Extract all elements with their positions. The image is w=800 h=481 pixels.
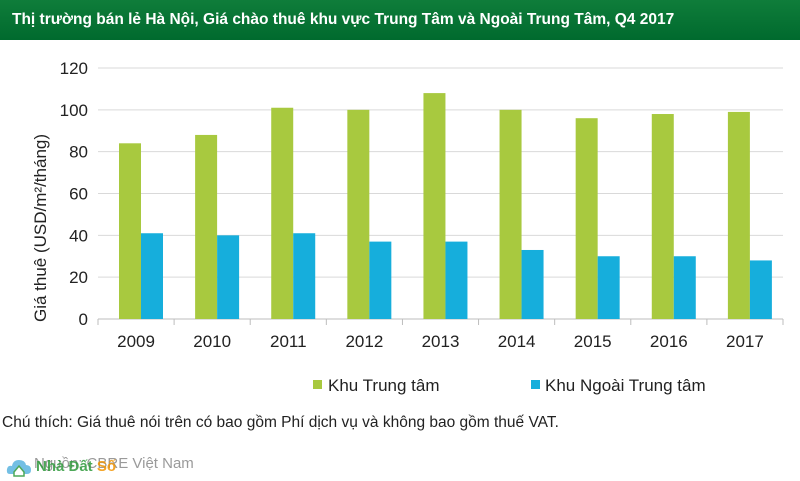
bar-khu-ngoai-trung-tam-2012 [369, 241, 392, 319]
x-tick-2015: 2015 [574, 332, 612, 351]
x-tick-2013: 2013 [422, 332, 460, 351]
y-tick-20: 20 [69, 268, 88, 287]
bar-khu-ngoai-trung-tam-2010 [217, 235, 240, 319]
bar-khu-trung-tam-2012 [347, 109, 370, 319]
bar-khu-trung-tam-2016 [651, 114, 674, 320]
watermark-logo: Nhà Đất Số [6, 452, 116, 480]
bar-khu-trung-tam-2009 [119, 143, 141, 319]
watermark-brand: Nhà Đất Số [36, 457, 117, 475]
bar-khu-trung-tam-2014 [499, 109, 522, 319]
bar-khu-trung-tam-2017 [727, 111, 750, 319]
bar-khu-ngoai-trung-tam-2017 [749, 260, 772, 319]
y-tick-60: 60 [69, 185, 88, 204]
bars [119, 93, 772, 320]
legend-label-khu-trung-tam: Khu Trung tâm [328, 376, 440, 395]
x-tick-2012: 2012 [345, 332, 383, 351]
bar-khu-trung-tam-2015 [575, 118, 598, 319]
house-cloud-icon [6, 460, 32, 477]
y-tick-0: 0 [79, 310, 88, 329]
y-tick-100: 100 [60, 101, 88, 120]
x-tick-2014: 2014 [498, 332, 536, 351]
x-tick-2010: 2010 [193, 332, 231, 351]
bar-khu-trung-tam-2011 [271, 107, 294, 319]
x-tick-2016: 2016 [650, 332, 688, 351]
bar-khu-ngoai-trung-tam-2016 [673, 256, 696, 319]
bar-khu-ngoai-trung-tam-2014 [521, 249, 544, 319]
legend-label-khu-ngoai-trung-tam: Khu Ngoài Trung tâm [545, 376, 706, 395]
y-tick-80: 80 [69, 143, 88, 162]
legend-swatch-khu-trung-tam [313, 380, 322, 389]
chart-title: Thị trường bán lẻ Hà Nội, Giá chào thuê … [0, 0, 800, 40]
y-tick-120: 120 [60, 59, 88, 78]
x-tick-2017: 2017 [726, 332, 764, 351]
bar-chart: 0 20 40 60 80 100 120 2009 2010 2011 2012 2013 2014… [31, 59, 784, 395]
y-tick-labels: 0 20 40 60 80 100 120 [60, 59, 88, 329]
bar-khu-ngoai-trung-tam-2009 [141, 233, 163, 319]
legend: Khu Trung tâm Khu Ngoài Trung tâm [313, 376, 706, 395]
x-tick-2011: 2011 [270, 332, 307, 351]
bar-khu-ngoai-trung-tam-2015 [597, 256, 620, 319]
y-tick-40: 40 [69, 226, 88, 245]
x-tick-2009: 2009 [117, 332, 155, 351]
legend-swatch-khu-ngoai-trung-tam [531, 380, 540, 389]
bar-khu-trung-tam-2010 [195, 134, 218, 319]
footnote: Chú thích: Giá thuê nói trên có bao gồm … [2, 414, 559, 431]
bar-khu-ngoai-trung-tam-2011 [293, 233, 316, 319]
source-credit: Nguồn: CBRE Việt Nam [34, 455, 194, 472]
bar-khu-trung-tam-2013 [423, 93, 446, 319]
bar-khu-ngoai-trung-tam-2013 [445, 241, 468, 319]
y-axis-label: Giá thuê (USD/m²/tháng) [31, 134, 50, 322]
x-tick-labels: 2009 2010 2011 2012 2013 2014 2015 2016 2017 [117, 332, 764, 351]
